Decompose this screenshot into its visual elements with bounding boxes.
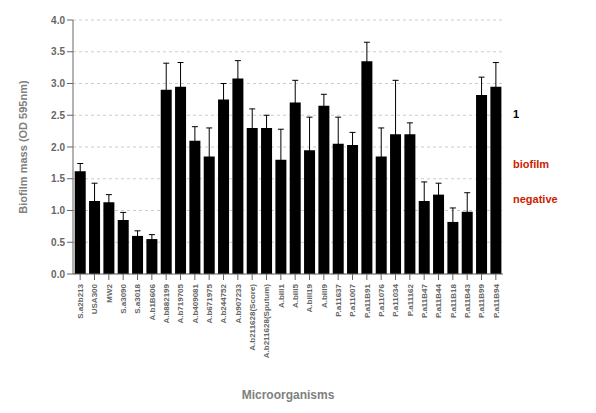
- svg-text:USA300: USA300: [90, 283, 99, 314]
- svg-text:1.5: 1.5: [51, 173, 65, 184]
- svg-text:A.b882199: A.b882199: [162, 283, 171, 323]
- svg-text:A.bill5: A.bill5: [291, 283, 300, 308]
- svg-text:A.b907233: A.b907233: [234, 283, 243, 323]
- svg-text:2.0: 2.0: [51, 142, 65, 153]
- svg-text:4.0: 4.0: [51, 15, 65, 26]
- svg-text:2.5: 2.5: [51, 110, 65, 121]
- svg-text:A.b409081: A.b409081: [191, 283, 200, 323]
- svg-text:P.a11034: P.a11034: [391, 283, 400, 316]
- svg-text:P.a11162: P.a11162: [406, 283, 415, 316]
- svg-text:Microorganisms: Microorganisms: [242, 388, 335, 402]
- svg-text:Biofilm mass (OD 595nm): Biofilm mass (OD 595nm): [17, 80, 29, 214]
- svg-text:3.5: 3.5: [51, 46, 65, 57]
- svg-text:A.b211628(Score): A.b211628(Score): [248, 284, 257, 351]
- svg-text:P.a11B99: P.a11B99: [477, 283, 486, 318]
- svg-text:P.a11B43: P.a11B43: [463, 283, 472, 318]
- svg-text:A.b719705: A.b719705: [176, 283, 185, 323]
- svg-text:0.0: 0.0: [51, 269, 65, 280]
- svg-text:A.b244752: A.b244752: [219, 283, 228, 323]
- svg-text:A.bill9: A.bill9: [320, 283, 329, 308]
- svg-text:P.a11B91: P.a11B91: [363, 283, 372, 318]
- svg-text:0.5: 0.5: [51, 237, 65, 248]
- svg-text:A.b211628(Sputum): A.b211628(Sputum): [262, 284, 271, 359]
- svg-text:P.a11076: P.a11076: [377, 283, 386, 316]
- svg-text:1.0: 1.0: [51, 205, 65, 216]
- svg-text:P.a11007: P.a11007: [348, 283, 357, 316]
- svg-text:A.b1B606: A.b1B606: [148, 283, 157, 320]
- html-text:biofilm: biofilm: [513, 158, 550, 170]
- svg-text:P.a11B18: P.a11B18: [449, 283, 458, 318]
- svg-text:P.a11B47: P.a11B47: [420, 283, 429, 318]
- svg-text:S.a3018: S.a3018: [133, 283, 142, 313]
- svg-text:S.a3090: S.a3090: [119, 283, 128, 313]
- svg-text:P.a11B94: P.a11B94: [492, 283, 501, 318]
- svg-text:A.bill1: A.bill1: [277, 283, 286, 308]
- html-text:1: 1: [513, 108, 520, 120]
- svg-text:S.a2b213: S.a2b213: [76, 283, 85, 318]
- svg-text:P.a11637: P.a11637: [334, 283, 343, 316]
- svg-text:3.0: 3.0: [51, 78, 65, 89]
- svg-text:A.b671975: A.b671975: [205, 283, 214, 323]
- svg-text:A.bill19: A.bill19: [305, 283, 314, 312]
- svg-text:MW2: MW2: [105, 283, 114, 302]
- html-text:negative: negative: [513, 193, 558, 205]
- svg-text:P.a11B44: P.a11B44: [434, 283, 443, 318]
